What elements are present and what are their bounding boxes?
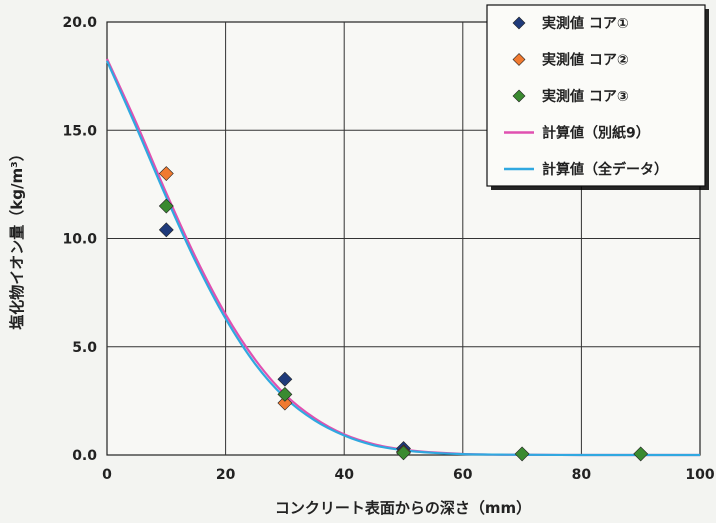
- x-tick-label: 20: [216, 467, 236, 483]
- y-tick-label: 5.0: [72, 340, 97, 356]
- x-tick-label: 60: [453, 467, 473, 483]
- data-point-core-2: [158, 166, 174, 181]
- legend-marker-icon: [512, 89, 526, 103]
- data-point-core-3: [277, 386, 293, 402]
- data-point-core-2: [277, 395, 293, 411]
- data-point-core-3: [396, 445, 411, 461]
- legend-label: 実測値 コア①: [542, 15, 629, 32]
- y-tick-label: 10.0: [62, 232, 97, 248]
- marker-series-layer: [158, 166, 649, 462]
- y-tick-label: 15.0: [62, 123, 97, 139]
- legend-marker-icon: [512, 16, 526, 30]
- data-point-core-3: [633, 446, 649, 462]
- x-tick-label: 100: [685, 467, 714, 483]
- legend-marker-icon: [512, 53, 526, 66]
- legend-label: 計算値（全データ）: [542, 161, 668, 178]
- legend-label: 計算値（別紙9）: [542, 125, 650, 142]
- legend-label: 実測値 コア③: [542, 88, 629, 105]
- x-tick-label: 80: [572, 467, 592, 483]
- data-point-core-3: [514, 446, 530, 462]
- legend: 実測値 コア① 実測値 コア② 実測値 コア③ 計算値（別紙9） 計算値（全データ）: [486, 4, 709, 190]
- x-tick-label: 40: [334, 467, 354, 483]
- x-axis-title: コンクリート表面からの深さ（mm）: [275, 499, 531, 517]
- x-tick-label: 0: [102, 467, 112, 483]
- y-tick-label: 0.0: [72, 448, 97, 464]
- x-tick-labels: 0 20 40 60 80 100: [102, 467, 715, 483]
- legend-label: 実測値 コア②: [542, 52, 629, 69]
- data-point-core-1: [158, 222, 174, 238]
- y-tick-labels: 0.0 5.0 10.0 15.0 20.0: [62, 15, 97, 464]
- y-tick-label: 20.0: [62, 15, 97, 31]
- data-point-core-3: [158, 198, 174, 214]
- y-axis-title: 塩化物イオン量（kg/m³）: [8, 146, 26, 329]
- data-point-core-1: [277, 371, 293, 387]
